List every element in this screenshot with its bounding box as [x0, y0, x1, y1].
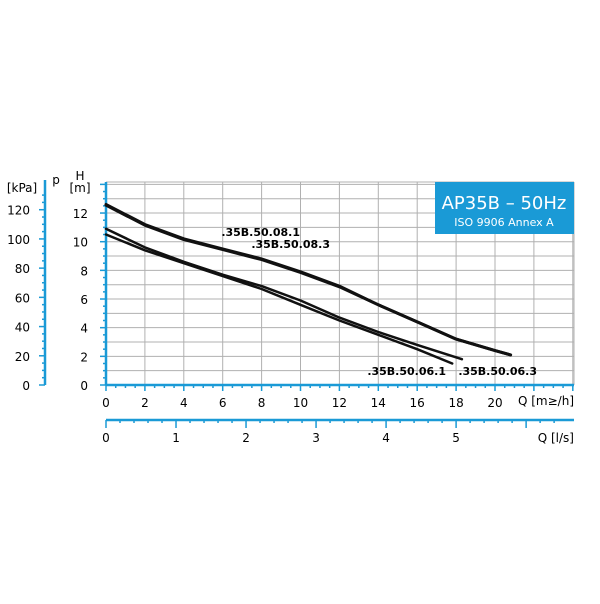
q-ls-axis-label: Q [l/s] — [538, 431, 574, 445]
q-tick-label: 2 — [141, 396, 149, 410]
h-tick-label: 8 — [80, 264, 88, 278]
q-tick-label: 12 — [332, 396, 347, 410]
p-tick-label: 20 — [15, 350, 30, 364]
h-tick-label: 2 — [80, 350, 88, 364]
q-tick-label: 10 — [293, 396, 308, 410]
series-lines — [104, 202, 513, 365]
h-tick-label: 6 — [80, 293, 88, 307]
h-tick-label: 4 — [80, 322, 88, 336]
h-tick-label: 12 — [73, 207, 88, 221]
series-label-08-3: .35B.50.08.3 — [251, 238, 330, 251]
series-line-35b-50-06-3 — [104, 227, 464, 361]
q-ls-tick-label: 3 — [312, 431, 320, 445]
q-ls-tick-label: 2 — [242, 431, 250, 445]
series-label-06-3: .35B.50.06.3 — [458, 365, 537, 378]
q-tick-label: 20 — [487, 396, 502, 410]
series-label-08-1: .35B.50.08.1 — [221, 226, 300, 239]
series-line-35b-50-06-1 — [104, 233, 454, 365]
q-ls-tick-label: 4 — [382, 431, 390, 445]
q-tick-label: 16 — [410, 396, 425, 410]
h-tick-label: 10 — [73, 236, 88, 250]
q-axis-label: Q [m≥/h] — [518, 394, 574, 408]
chart-title: AP35B – 50Hz — [442, 193, 567, 214]
tick-labels: 0 2 4 6 8 10 12 14 16 18 200 1 2 3 4 502468101202040608… — [7, 204, 503, 445]
q-ls-tick-label: 1 — [172, 431, 180, 445]
p-tick-label: 100 — [7, 233, 30, 247]
q-tick-label: 0 — [102, 396, 110, 410]
p-axis-label: p — [52, 173, 60, 187]
p-axis-unit: [kPa] — [7, 181, 37, 195]
h-axis-unit: [m] — [69, 181, 90, 195]
q-tick-label: 18 — [448, 396, 463, 410]
q-tick-label: 14 — [371, 396, 386, 410]
series-label-06-1: .35B.50.06.1 — [367, 365, 446, 378]
q-tick-label: 4 — [180, 396, 188, 410]
axes — [39, 180, 574, 428]
p-tick-label: 80 — [15, 262, 30, 276]
q-ls-tick-label: 5 — [452, 431, 460, 445]
h-tick-label: 0 — [80, 379, 88, 393]
title-box: AP35B – 50Hz ISO 9906 Annex A — [435, 182, 574, 234]
p-tick-label: 40 — [15, 321, 30, 335]
series-line-35b-50-08-3 — [104, 203, 513, 357]
title-box-bg — [435, 182, 574, 234]
q-tick-label: 8 — [258, 396, 266, 410]
p-tick-label: 0 — [22, 379, 30, 393]
chart-subtitle: ISO 9906 Annex A — [454, 216, 554, 229]
q-ls-tick-label: 0 — [102, 431, 110, 445]
q-tick-label: 6 — [219, 396, 227, 410]
p-tick-label: 120 — [7, 204, 30, 218]
p-tick-label: 60 — [15, 291, 30, 305]
h-axis-label: H — [75, 169, 84, 183]
